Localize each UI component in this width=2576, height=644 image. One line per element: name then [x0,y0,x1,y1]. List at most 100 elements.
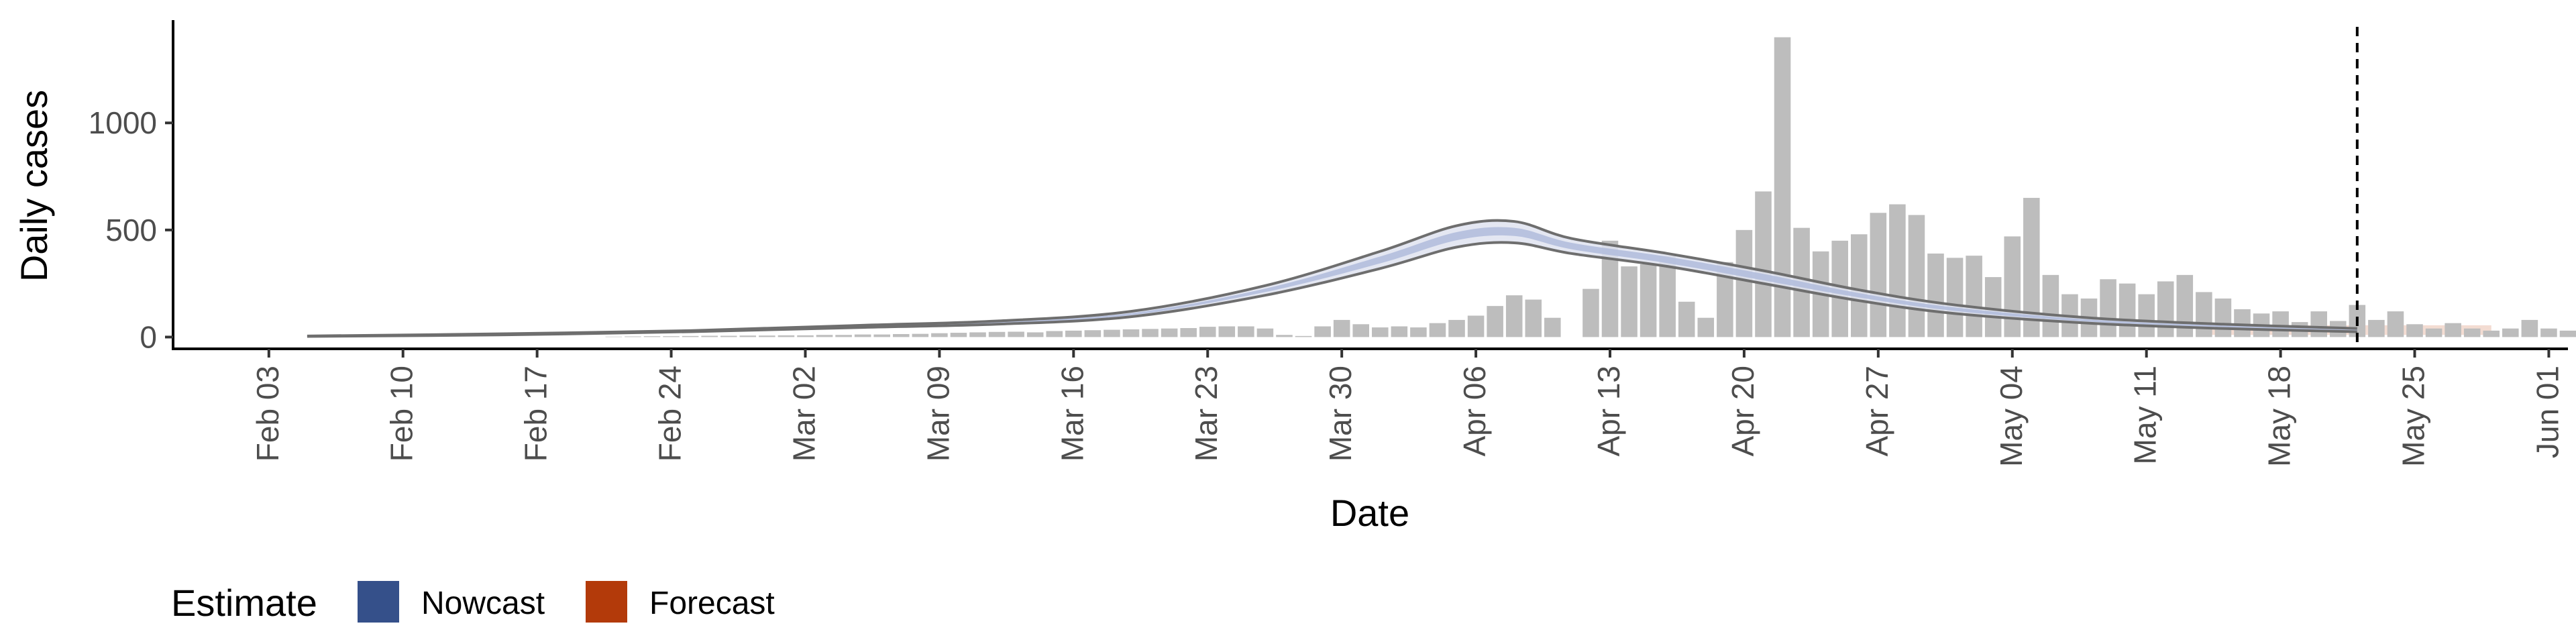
bar [2406,324,2423,337]
bar [1429,323,1446,337]
bar [1352,324,1370,337]
bar [1735,229,1753,337]
bar [2004,236,2021,337]
bar [1238,326,1254,337]
bar [2272,311,2289,337]
x-tick-label: Mar 30 [1323,366,1358,462]
y-axis-ticks: 0 500 1000 [89,105,173,354]
bar [1026,332,1044,337]
bar [797,335,814,337]
bar [1161,328,1178,337]
bar [2118,283,2136,337]
bar [2234,309,2251,337]
bar [2540,328,2557,337]
bar [2559,330,2576,337]
bar [1966,256,1982,337]
bar [777,335,795,337]
x-tick-label: Jun 01 [2530,366,2565,458]
bar [1678,301,1695,337]
bar [739,335,757,337]
x-tick-label: Mar 09 [920,366,955,462]
bar [1008,331,1024,337]
bar [1256,328,1274,337]
bar [950,333,967,337]
y-tick-label: 1000 [89,105,157,140]
bar [1276,335,1293,337]
bar [2157,281,2174,337]
bar [1870,213,1887,337]
x-tick-label: May 11 [2128,366,2163,464]
nowcast-band-outer [307,220,2357,337]
bar [2138,294,2155,337]
bar [1544,317,1561,337]
x-axis-title: Date [1330,492,1409,534]
y-tick-label: 500 [105,213,157,248]
bar [701,335,718,337]
bar [1621,266,1638,337]
x-tick-label: Feb 24 [653,366,688,462]
bar [2214,298,2232,337]
bar [1908,215,1925,337]
x-tick-label: Feb 03 [250,366,285,462]
legend-swatch-forecast [586,581,627,623]
x-tick-label: Apr 20 [1725,366,1760,457]
x-tick-label: Feb 10 [384,366,419,462]
bar [1659,256,1676,337]
legend: Estimate Nowcast Forecast [171,581,775,624]
bar [1755,191,1772,337]
legend-label-nowcast: Nowcast [421,586,545,621]
bar [2463,328,2481,337]
bar [2521,319,2538,337]
x-tick-label: May 25 [2396,366,2431,467]
bar [2042,274,2059,337]
bar [1199,327,1216,337]
bar [854,334,871,337]
x-tick-label: Apr 06 [1457,366,1492,457]
bar [2100,279,2116,337]
bar [663,336,680,337]
bar [2483,330,2500,337]
nowcast-lower-line [307,241,2357,338]
bar [1448,319,1465,337]
bar [1104,329,1120,337]
legend-swatch-nowcast [358,581,399,623]
bar [1391,326,1408,337]
bar [1314,326,1331,337]
bar [625,336,641,337]
legend-label-forecast: Forecast [649,586,775,621]
bar [720,335,737,337]
bar [2387,311,2404,337]
bar [1180,328,1197,337]
bar [988,331,1006,337]
x-tick-label: May 18 [2262,366,2297,467]
bar [1084,330,1102,337]
legend-title: Estimate [171,582,317,624]
bar [1505,295,1523,337]
bar [1984,277,2002,337]
x-tick-label: Mar 16 [1055,366,1089,462]
x-tick-label: Feb 17 [519,366,553,462]
x-tick-label: Mar 23 [1189,366,1224,462]
bar [1142,329,1159,337]
bar [1295,335,1312,337]
bar [1946,258,1964,337]
bar [1467,315,1485,337]
bar [759,335,775,337]
bar [2425,328,2443,337]
x-tick-label: Apr 13 [1591,366,1626,457]
x-tick-label: May 04 [1994,366,2029,467]
bar [1065,330,1082,337]
bar [2368,319,2385,337]
bars-group [605,37,2576,337]
bar [2196,292,2212,337]
bar [2445,323,2461,337]
bar [1697,317,1715,337]
bar [1046,331,1063,337]
bar [931,333,948,337]
bar [1640,264,1657,337]
bar [1525,299,1542,337]
bar [1218,326,1236,337]
bar [892,333,910,337]
y-axis-title: Daily cases [13,90,55,282]
nowcast-band-group [307,219,2357,338]
